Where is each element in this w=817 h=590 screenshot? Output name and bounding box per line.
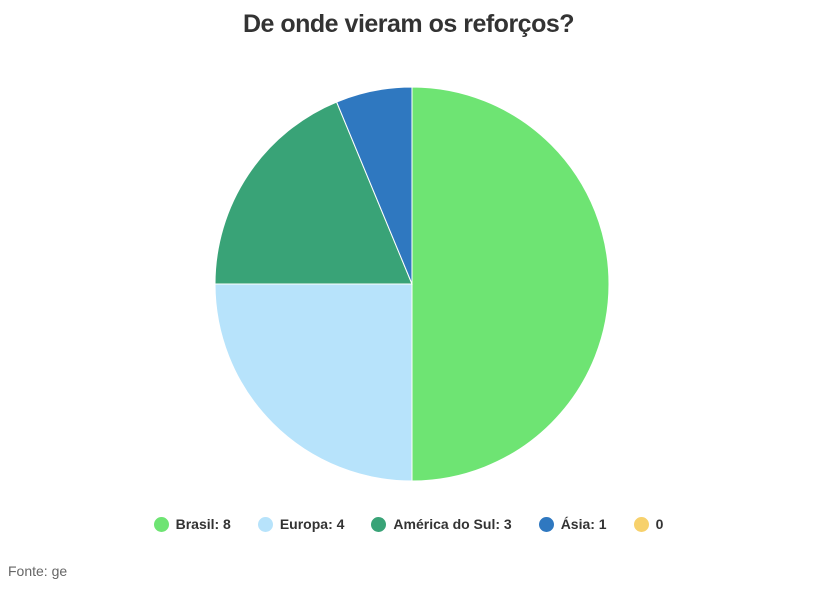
legend-swatch — [371, 516, 387, 532]
legend-label: Europa: 4 — [279, 516, 345, 532]
pie-slice-1[interactable] — [214, 283, 413, 482]
legend-label: América do Sul: 3 — [393, 516, 512, 532]
legend-swatch — [538, 516, 554, 532]
source-note: Fonte: ge — [8, 563, 68, 579]
legend-item-1[interactable]: Europa: 4 — [257, 516, 345, 532]
legend-item-0[interactable]: Brasil: 8 — [153, 516, 231, 532]
legend-swatch — [257, 516, 273, 532]
legend-item-4[interactable]: 0 — [633, 516, 664, 532]
legend-swatch — [153, 516, 169, 532]
legend-label: Ásia: 1 — [560, 516, 607, 532]
pie-slice-2[interactable] — [214, 101, 413, 285]
pie-slice-0[interactable] — [411, 86, 610, 482]
legend: Brasil: 8 Europa: 4 América do Sul: 3 Ásia:… — [0, 516, 817, 532]
legend-item-2[interactable]: América do Sul: 3 — [371, 516, 512, 532]
legend-swatch — [633, 516, 649, 532]
pie-slice-3[interactable] — [335, 86, 413, 285]
legend-label: 0 — [655, 516, 664, 532]
legend-label: Brasil: 8 — [175, 516, 231, 532]
legend-item-3[interactable]: Ásia: 1 — [538, 516, 607, 532]
chart-title: De onde vieram os reforços? — [242, 10, 575, 38]
